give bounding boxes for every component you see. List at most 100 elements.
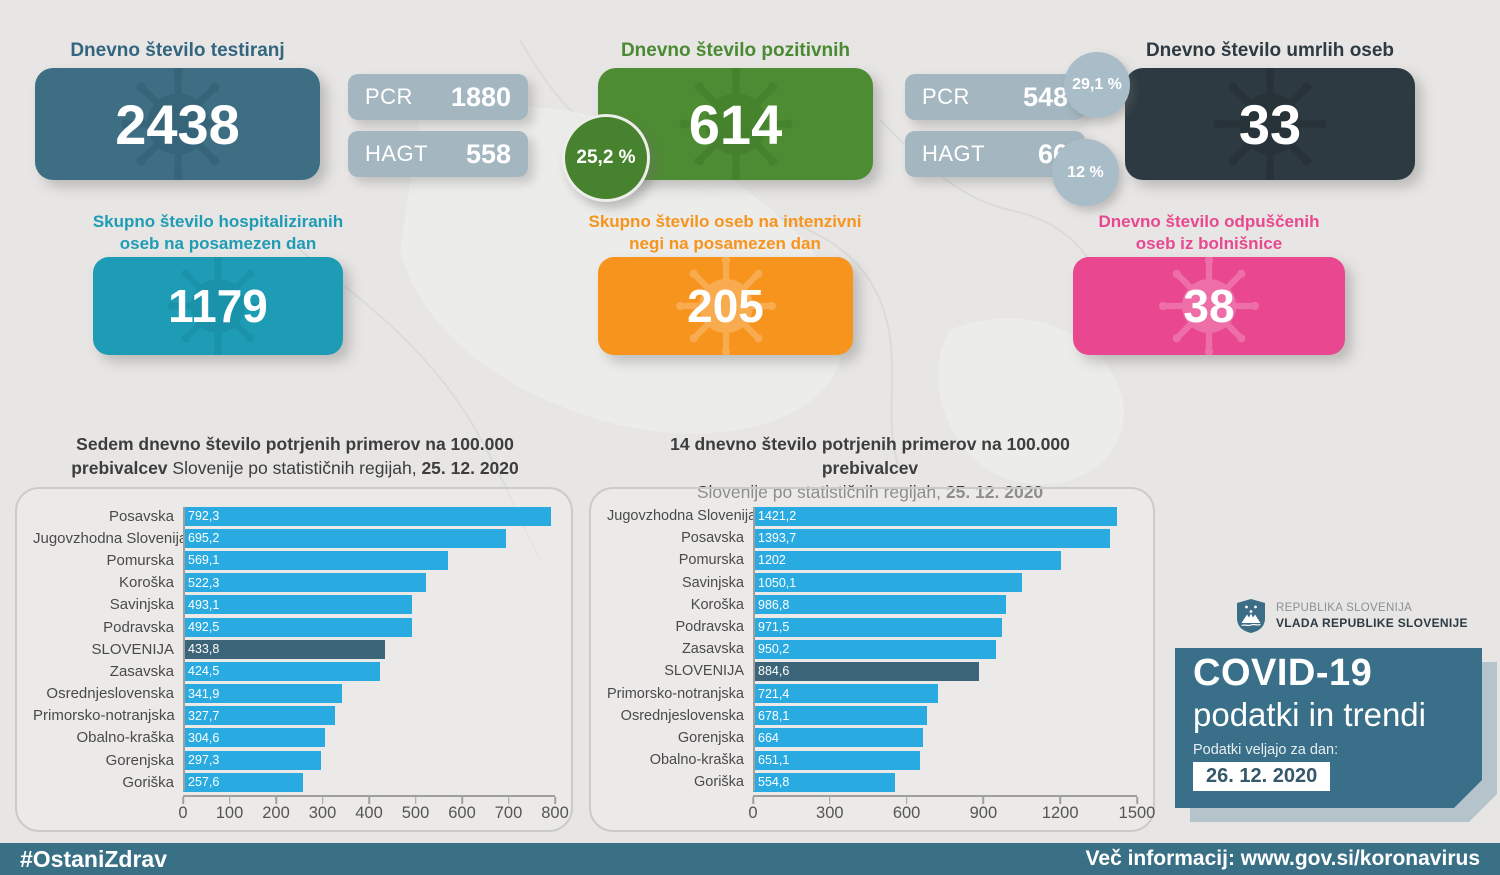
tested-hagt-pill: HAGT 558 — [348, 131, 528, 177]
category-label: Primorsko-notranjska — [607, 685, 744, 702]
bar-row: Koroška 522,3 — [33, 572, 555, 594]
x-axis-tickmark — [275, 797, 277, 805]
hospitalized-card: 1179 — [93, 257, 343, 355]
bar-value-label: 950,2 — [758, 642, 790, 657]
government-logo: REPUBLIKA SLOVENIJA VLADA REPUBLIKE SLOV… — [1236, 597, 1468, 635]
category-label: SLOVENIJA — [664, 663, 744, 680]
x-axis-tick-label: 500 — [401, 804, 430, 823]
category-label: Osrednjeslovenska — [620, 707, 744, 724]
chart-7day-regions: Posavska 792,3 Jugovzhodna Slovenija 695,2 P… — [15, 487, 573, 832]
bar: 678,1 — [753, 706, 927, 726]
bar-rows: Posavska 792,3 Jugovzhodna Slovenija 695,2 P… — [33, 505, 555, 793]
bar-highlight: 884,6 — [753, 661, 980, 681]
x-axis-tickmark — [1136, 797, 1138, 805]
chart1-title-regular: Slovenije po statističnih regijah, — [167, 458, 422, 479]
bar-value-label: 554,8 — [758, 775, 790, 790]
bar-row: Obalno-kraška 651,1 — [607, 749, 1137, 771]
bar-value-label: 493,1 — [188, 597, 220, 612]
hospitalized-title-line1: Skupno število hospitaliziranih — [92, 212, 344, 231]
category-label: Jugovzhodna Slovenija — [607, 508, 757, 525]
bar-value-label: 569,1 — [188, 553, 220, 568]
positive-value: 614 — [688, 92, 783, 156]
bar-row: SLOVENIJA 884,6 — [607, 660, 1137, 682]
bar: 493,1 — [183, 595, 413, 615]
category-label: Savinjska — [681, 574, 744, 591]
icu-card: 205 — [598, 257, 853, 355]
category-label: Posavska — [108, 507, 174, 525]
chart1-title: Sedem dnevno število potrjenih primerov … — [40, 432, 550, 480]
x-axis-tickmark — [1059, 797, 1061, 805]
bar: 341,9 — [183, 684, 342, 704]
x-axis-tickmark — [905, 797, 908, 805]
hagt-label: HAGT — [922, 141, 986, 166]
tested-pcr-pill: PCR 1880 — [348, 74, 528, 120]
bar-row: Zasavska 950,2 — [607, 638, 1137, 660]
x-axis-tickmark — [368, 797, 370, 805]
category-label: SLOVENIJA — [91, 640, 174, 658]
bar: 1202 — [753, 550, 1061, 570]
chart1-title-date: 25. 12. 2020 — [421, 458, 519, 479]
chart-14day-regions: Jugovzhodna Slovenija 1421,2 Posavska 1393,… — [589, 487, 1155, 832]
category-label: Goriška — [694, 774, 744, 791]
bar-row: Gorenjska 664 — [607, 727, 1137, 749]
bar: 522,3 — [183, 573, 426, 593]
x-axis: 0 100 200 300 400 500 600 700 800 — [178, 795, 569, 831]
bar-value-label: 522,3 — [188, 575, 220, 590]
icu-value: 205 — [687, 280, 764, 332]
info-card-title: COVID-19 — [1193, 652, 1373, 694]
category-label: Obalno-kraška — [649, 752, 744, 769]
footer-bar: #OstaniZdrav Več informacij: www.gov.si/… — [0, 843, 1500, 875]
bar-row: Goriška 257,6 — [33, 771, 555, 793]
bar-value-label: 792,3 — [188, 509, 220, 524]
x-axis-tickmark — [829, 797, 831, 805]
bar-value-label: 424,5 — [188, 664, 220, 679]
category-label: Zasavska — [109, 662, 174, 680]
category-label: Pomurska — [106, 551, 174, 569]
x-axis-tick-label: 0 — [178, 804, 188, 823]
bar-row: Goriška 554,8 — [607, 771, 1137, 793]
footer-hashtag: #OstaniZdrav — [20, 845, 167, 872]
hagt-share-badge: 12 % — [1052, 139, 1119, 206]
discharged-title-line2: oseb iz bolnišnice — [1135, 234, 1283, 254]
bar-row: Jugovzhodna Slovenija 695,2 — [33, 527, 555, 549]
category-label: Osrednjeslovenska — [46, 685, 174, 703]
bar-value-label: 651,1 — [758, 753, 790, 768]
x-axis-tickmark — [228, 797, 231, 805]
slovenia-coat-of-arms-icon — [1237, 599, 1265, 633]
bar-value-label: 304,6 — [188, 730, 220, 745]
discharged-title: Dnevno število odpuščenih oseb iz bolniš… — [1059, 211, 1359, 256]
discharged-value: 38 — [1183, 280, 1235, 332]
info-card-date-label: Podatki veljajo za dan: — [1193, 742, 1339, 758]
deaths-card: 33 — [1125, 68, 1415, 180]
x-axis-tick-label: 1500 — [1118, 804, 1156, 823]
category-label: Zasavska — [681, 641, 744, 658]
bar-row: Savinjska 1050,1 — [607, 572, 1137, 594]
bar-row: Posavska 792,3 — [33, 505, 555, 527]
bar-row: Osrednjeslovenska 678,1 — [607, 705, 1137, 727]
discharged-card: 38 — [1073, 257, 1345, 355]
category-label: Podravska — [103, 618, 174, 636]
x-axis-tick-label: 200 — [262, 804, 290, 823]
category-label: Jugovzhodna Slovenija — [33, 529, 188, 547]
bar-value-label: 986,8 — [758, 597, 790, 612]
x-axis-tick-label: 300 — [816, 804, 844, 823]
footer-more-info: Več informacij: www.gov.si/koronavirus — [1085, 847, 1480, 870]
bar-value-label: 678,1 — [758, 708, 790, 723]
x-axis-tick-label: 100 — [215, 804, 244, 823]
bar-value-label: 1421,2 — [758, 509, 797, 524]
icu-title-line2: negi na posamezen dan — [629, 234, 821, 254]
pcr-label: PCR — [922, 84, 970, 109]
bar-row: Podravska 971,5 — [607, 616, 1137, 638]
x-axis-tickmark — [982, 797, 985, 805]
hagt-value: 558 — [465, 138, 511, 169]
bar-value-label: 721,4 — [758, 686, 790, 701]
bar: 304,6 — [183, 728, 325, 748]
hagt-label: HAGT — [365, 141, 429, 166]
category-label: Podravska — [675, 619, 744, 636]
positive-hagt-pill: HAGT 66 — [905, 131, 1085, 177]
bar-row: Pomurska 569,1 — [33, 549, 555, 571]
bar-row: Zasavska 424,5 — [33, 660, 555, 682]
bar: 695,2 — [183, 528, 507, 548]
bar-value-label: 492,5 — [188, 620, 220, 635]
x-axis-tick-label: 600 — [892, 804, 921, 823]
